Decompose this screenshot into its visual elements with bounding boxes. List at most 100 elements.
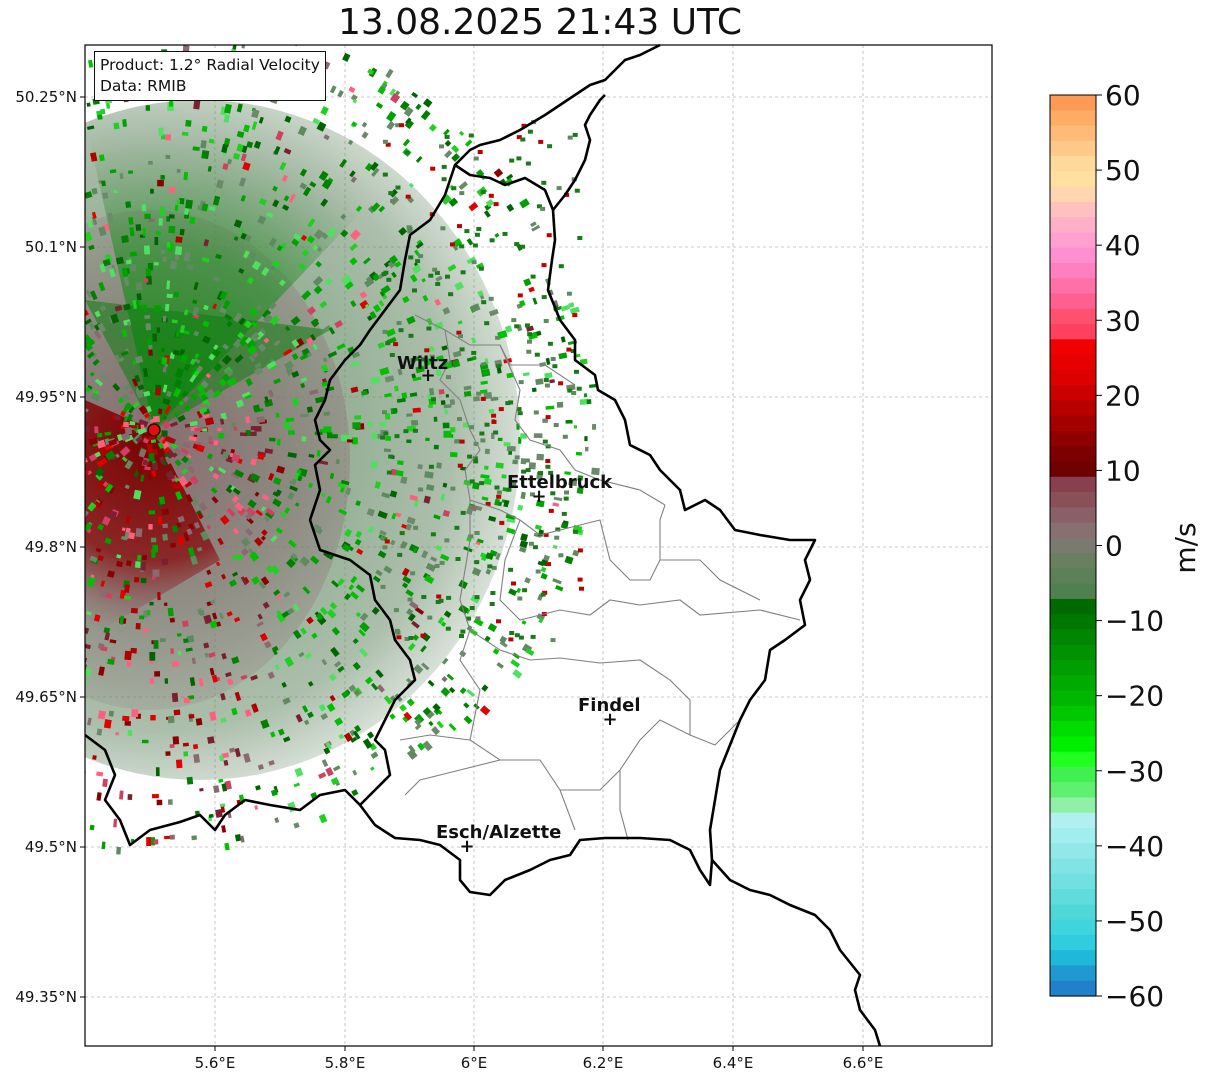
radar-pixel <box>489 238 495 243</box>
radar-pixel <box>506 203 515 212</box>
radar-pixel <box>86 576 96 588</box>
radar-pixel <box>378 205 386 213</box>
radar-pixel <box>477 150 483 154</box>
radar-pixel <box>258 197 267 206</box>
radar-pixel <box>457 320 463 325</box>
radar-pixel <box>110 313 120 324</box>
radar-pixel <box>89 824 95 831</box>
radar-pixel <box>312 117 321 125</box>
radar-pixel <box>228 579 237 587</box>
radar-pixel <box>173 291 180 298</box>
radar-pixel <box>564 490 569 495</box>
radar-pixel <box>243 250 250 259</box>
radar-pixel <box>244 512 253 520</box>
radar-pixel <box>272 491 280 498</box>
radar-pixel <box>107 658 115 665</box>
radar-pixel <box>104 483 114 493</box>
radar-pixel <box>450 486 456 491</box>
radar-pixel <box>208 138 215 144</box>
radar-pixel <box>144 314 151 320</box>
radar-pixel <box>512 459 518 465</box>
radar-pixel <box>383 695 393 705</box>
radar-pixel <box>174 368 184 379</box>
radar-pixel <box>552 502 560 507</box>
radar-pixel <box>299 353 309 361</box>
radar-pixel <box>454 525 460 530</box>
radar-pixel <box>351 437 358 445</box>
radar-pixel <box>323 747 331 755</box>
radar-pixel <box>236 103 243 113</box>
radar-pixel <box>201 125 208 133</box>
radar-pixel <box>366 731 375 739</box>
radar-pixel <box>108 486 115 494</box>
radar-pixel <box>560 522 569 529</box>
radar-pixel <box>125 515 131 524</box>
radar-pixel <box>352 638 359 645</box>
radar-pixel <box>449 399 456 406</box>
radar-pixel <box>453 245 459 251</box>
radar-pixel <box>459 347 465 352</box>
radar-pixel <box>326 609 337 619</box>
radar-pixel <box>306 337 314 346</box>
radar-pixel <box>367 525 375 534</box>
radar-pixel <box>128 170 134 174</box>
radar-pixel <box>136 293 142 301</box>
radar-pixel <box>533 532 542 538</box>
radar-pixel <box>475 616 481 621</box>
radar-pixel <box>372 575 381 583</box>
radar-pixel <box>415 259 421 264</box>
radar-pixel <box>432 267 438 272</box>
radar-pixel <box>248 355 256 363</box>
radar-pixel <box>410 571 416 576</box>
radar-pixel <box>161 430 168 437</box>
radar-pixel <box>264 396 269 403</box>
radar-pixel <box>428 387 435 396</box>
radar-pixel <box>397 460 404 466</box>
radar-pixel <box>438 389 445 395</box>
radar-pixel <box>459 650 467 658</box>
radar-site-marker <box>147 423 161 437</box>
radar-pixel <box>283 360 294 370</box>
radar-pixel <box>269 437 276 442</box>
lon-tick-label: 6.2°E <box>583 1054 624 1072</box>
radar-pixel <box>442 422 450 429</box>
data-source-text: Data: RMIB <box>100 77 187 95</box>
radar-pixel <box>481 496 489 501</box>
radar-pixel <box>389 188 398 198</box>
radar-pixel <box>213 275 220 283</box>
radar-pixel <box>418 254 424 259</box>
radar-pixel <box>481 300 487 305</box>
radar-pixel <box>425 562 437 572</box>
radar-pixel <box>209 620 219 629</box>
radar-pixel <box>251 576 261 585</box>
radar-pixel <box>143 628 149 633</box>
radar-pixel <box>240 835 245 843</box>
radar-pixel <box>362 738 373 749</box>
radar-pixel <box>175 759 183 769</box>
radar-pixel <box>141 204 147 212</box>
radar-pixel <box>420 645 427 653</box>
radar-pixel <box>361 131 369 139</box>
radar-pixel <box>162 315 167 322</box>
radar-pixel <box>173 447 182 456</box>
radar-pixel <box>189 374 197 383</box>
radar-pixel <box>320 712 329 721</box>
radar-pixel <box>165 154 171 159</box>
radar-pixel <box>390 468 397 476</box>
radar-pixel <box>440 687 451 697</box>
radar-pixel <box>361 390 368 396</box>
radar-pixel <box>385 435 392 441</box>
radar-pixel <box>316 121 327 132</box>
radar-pixel <box>135 436 143 443</box>
radar-pixel <box>87 717 92 726</box>
radar-pixel <box>516 587 522 594</box>
radar-pixel <box>137 384 145 391</box>
radar-pixel <box>192 299 198 305</box>
radar-pixel <box>240 537 251 547</box>
radar-pixel <box>350 736 358 743</box>
radar-pixel <box>232 571 239 577</box>
radar-pixel <box>407 642 416 651</box>
radar-pixel <box>389 88 396 96</box>
radar-pixel <box>420 633 426 638</box>
radar-pixel <box>570 349 576 353</box>
